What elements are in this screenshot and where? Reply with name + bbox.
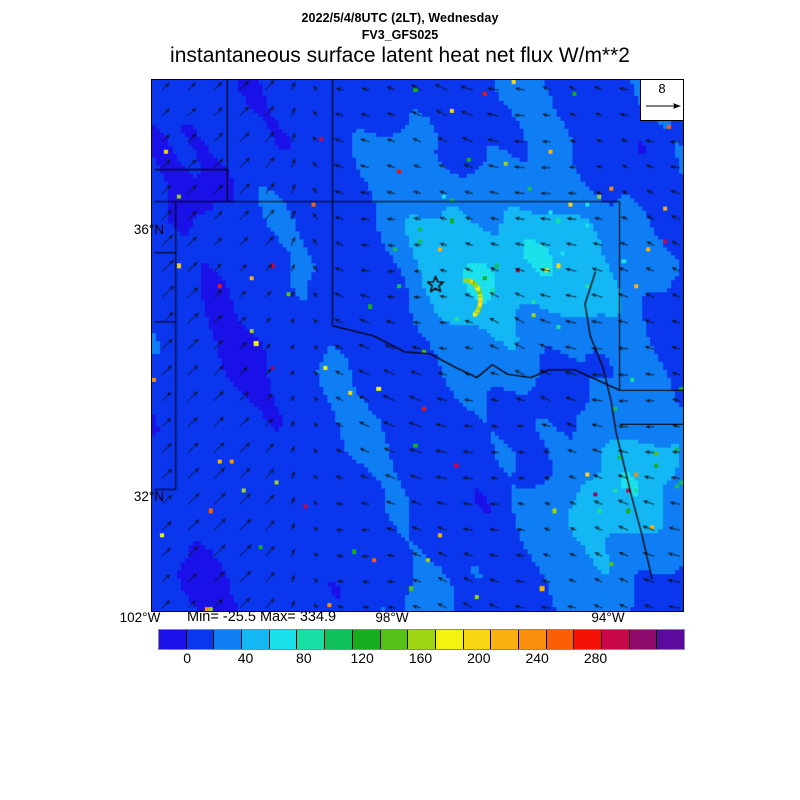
header-model: FV3_GFS025	[361, 28, 439, 42]
page-title: instantaneous surface latent heat net fl…	[170, 44, 630, 67]
colorbar-segment-17	[629, 630, 658, 649]
colorbar-segment-8	[380, 630, 409, 649]
colorbar-segment-15	[574, 630, 602, 649]
colorbar-tick-labels: 0 40 80 120 160 200 240 280	[158, 650, 683, 668]
colorbar-segment-12	[491, 630, 519, 649]
colorbar-segment-18	[657, 630, 685, 649]
wind-vector-legend: 8	[640, 80, 683, 121]
colorbar-tick-200: 200	[467, 650, 491, 666]
colorbar-tick-120: 120	[350, 650, 374, 666]
colorbar-segment-7	[352, 630, 381, 649]
colorbar-segment-0	[159, 630, 187, 649]
wind-vector-legend-value: 8	[658, 81, 666, 96]
colorbar-segment-4	[269, 630, 298, 649]
header-date: 2022/5/4/8UTC (2LT), Wednesday	[301, 11, 499, 25]
colorbar-segment-16	[602, 630, 630, 649]
lon-tick-label-94w: 94°W	[591, 610, 625, 625]
colorbar-tick-40: 40	[237, 650, 254, 666]
colorbar-segment-2	[214, 630, 243, 649]
colorbar-segment-9	[408, 630, 436, 649]
colorbar-tick-0: 0	[183, 650, 192, 666]
min-max-statistics: Min= -25.5 Max= 334.9	[187, 609, 337, 625]
map-plot-area[interactable]: 8	[151, 79, 684, 612]
colorbar-segment-13	[518, 630, 547, 649]
colorbar-segment-3	[242, 630, 270, 649]
colorbar-segment-6	[325, 630, 353, 649]
colorbar-tick-240: 240	[525, 650, 549, 666]
lat-tick-label-32n: 32°N	[133, 489, 164, 504]
colorbar-tick-80: 80	[296, 650, 312, 666]
colorbar[interactable]	[158, 629, 685, 650]
arrow-right-icon	[646, 103, 681, 109]
colorbar-segment-14	[546, 630, 575, 649]
colorbar-segment-10	[435, 630, 464, 649]
lon-tick-label-102w: 102°W	[119, 610, 161, 625]
colorbar-segment-11	[463, 630, 492, 649]
colorbar-tick-280: 280	[583, 650, 608, 666]
colorbar-segment-5	[297, 630, 326, 649]
colorbar-segment-1	[186, 630, 215, 649]
lat-tick-label-36n: 36°N	[133, 222, 164, 237]
lon-tick-label-98w: 98°W	[375, 610, 409, 625]
colorbar-tick-160: 160	[408, 650, 433, 666]
map-overlay-vectors-borders	[152, 80, 683, 611]
